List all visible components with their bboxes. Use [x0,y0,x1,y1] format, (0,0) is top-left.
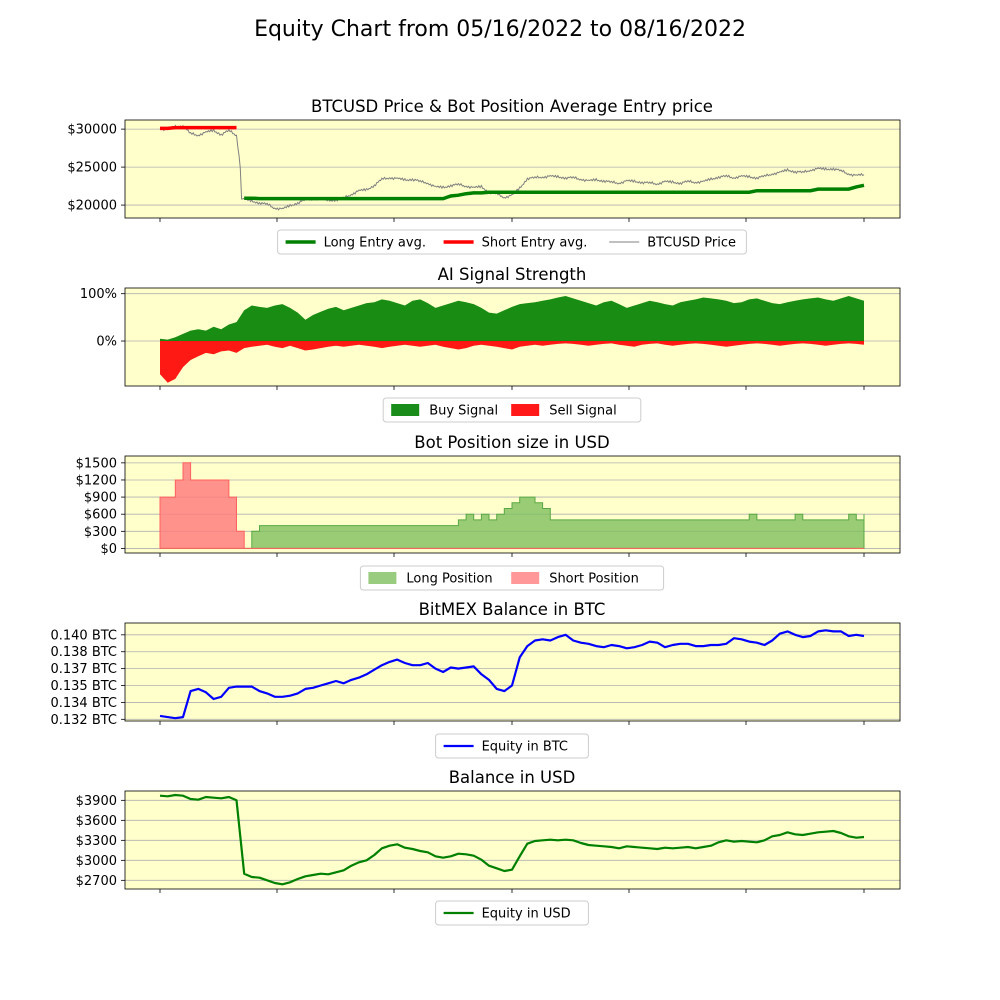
figure-title: Equity Chart from 05/16/2022 to 08/16/20… [254,17,746,42]
plot-area [125,623,900,721]
chart-panel-1: BTCUSD Price & Bot Position Average Entr… [67,97,901,255]
y-tick-label: $30000 [67,123,117,138]
axes-frame [124,622,901,722]
y-tick-label: $3000 [76,854,117,869]
plot-marks [160,296,864,383]
y-tick-label: $1200 [76,473,117,488]
plot-marks [159,462,865,549]
legend-box [435,900,589,926]
plot-marks [159,124,865,211]
area-short-position [159,462,864,549]
panel-title: BTCUSD Price & Bot Position Average Entr… [311,97,713,116]
series-short-entry-avg [160,125,237,131]
legend: Long Entry avg. Short Entry avg. BTCUSD Pr… [277,229,747,255]
plot-marks [159,629,865,720]
panel-title: Bot Position size in USD [414,433,609,452]
axes-frame [124,287,901,387]
y-tick-label: $3600 [76,814,117,829]
series-equity-btc [159,629,865,720]
area-buy-signal [160,296,864,341]
y-tick-label: $2700 [76,874,117,889]
chart-panel-3: Bot Position size in USD $0 $300 $600 $900 $1… [76,433,901,591]
y-tick-label: $900 [84,491,117,506]
axes-frame [124,790,901,890]
chart-panel-5: Balance in USD $2700 $3000 $3300 $3600 $3900 E… [76,768,901,926]
legend-label-2: Short Position [549,572,639,587]
legend-box [435,733,589,759]
chart-panels: BTCUSD Price & Bot Position Average Entr… [50,97,901,926]
axes-frame [124,119,901,219]
legend: Equity in BTC [435,733,589,759]
legend-swatch-1 [368,572,397,584]
legend-box [277,229,747,255]
legend-label-1: Long Entry avg. [324,236,426,251]
y-tick-label: $25000 [67,161,117,176]
y-tick-label: $0 [100,542,117,557]
plot-area [125,120,900,218]
series-equity-usd [159,793,865,886]
area-long-position [160,496,865,549]
legend-swatch-2 [511,572,540,584]
legend-swatch-1 [391,404,420,416]
panel-title: BitMEX Balance in BTC [419,600,606,619]
y-tick-label: 0.135 BTC [50,679,117,694]
y-tick-label: 0.132 BTC [50,713,117,728]
chart-panel-4: BitMEX Balance in BTC 0.132 BTC 0.134 BTC 0… [50,600,901,759]
legend-label-2: Sell Signal [549,404,617,419]
plot-marks [159,793,865,886]
legend-swatch-2 [511,404,540,416]
panel-title: Balance in USD [449,768,576,787]
legend-label-1: Buy Signal [429,404,498,419]
y-tick-label: $3900 [76,794,117,809]
legend-label-1: Equity in USD [482,907,571,922]
legend-label-1: Equity in BTC [482,740,568,755]
y-tick-label: $20000 [67,199,117,214]
axes-frame [124,455,901,554]
y-tick-label: 0.138 BTC [50,645,117,660]
y-tick-label: 0.140 BTC [50,628,117,643]
y-tick-label: $300 [84,525,117,540]
area-sell-signal [160,341,864,383]
y-tick-label: 0.137 BTC [50,662,117,677]
legend: Buy Signal Sell Signal [382,397,642,423]
y-tick-label: $1500 [76,456,117,471]
y-tick-label: 100% [80,287,117,302]
series-long-entry-avg [244,183,865,201]
y-tick-label: 0.134 BTC [50,696,117,711]
legend-label-3: BTCUSD Price [647,236,736,251]
panel-title: AI Signal Strength [438,265,587,284]
legend-label-2: Short Entry avg. [482,236,588,251]
series-btcusd-price [159,124,865,211]
legend: Equity in USD [435,900,589,926]
legend: Long Position Short Position [359,565,665,591]
y-tick-label: $3300 [76,834,117,849]
legend-label-1: Long Position [406,572,492,587]
y-tick-label: $600 [84,508,117,523]
y-tick-label: 0% [96,335,117,350]
chart-panel-2: AI Signal Strength 0% 100% Buy Signal Sell S… [80,265,901,423]
